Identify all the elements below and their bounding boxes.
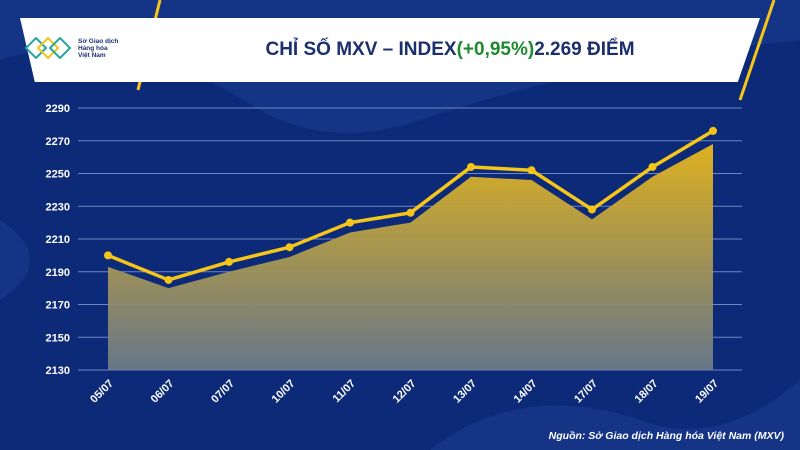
title-change: (+0,95%) (456, 39, 535, 60)
y-tick-label: 2270 (46, 136, 70, 148)
data-point (527, 166, 536, 175)
y-tick-label: 2130 (46, 365, 70, 377)
title-suffix: 2.269 ĐIỂM (534, 39, 635, 60)
source-note: Nguồn: Sở Giao dịch Hàng hóa Việt Nam (M… (548, 430, 784, 442)
y-tick-label: 2230 (46, 201, 70, 213)
logo-icon (24, 36, 72, 60)
data-point (164, 275, 173, 284)
x-tick-label: 13/07 (451, 378, 479, 406)
y-tick-label: 2190 (46, 267, 70, 279)
logo: Sở Giao dịch Hàng hóa Việt Nam (24, 22, 128, 74)
data-point (346, 218, 354, 227)
x-tick-label: 07/07 (209, 378, 237, 406)
x-tick-label: 14/07 (512, 378, 540, 406)
title-banner (20, 18, 760, 82)
data-point (285, 243, 294, 252)
data-point (709, 126, 717, 135)
data-point (588, 205, 596, 214)
area-fill (108, 144, 713, 370)
x-tick-label: 05/07 (88, 378, 116, 406)
y-tick-label: 2250 (46, 169, 70, 181)
x-tick-label: 18/07 (633, 378, 661, 406)
y-tick-label: 2150 (46, 332, 70, 344)
x-tick-label: 10/07 (270, 378, 298, 406)
logo-line: Việt Nam (78, 51, 106, 59)
data-point (406, 208, 415, 217)
logo-text: Sở Giao dịch Hàng hóa Việt Nam (78, 38, 124, 59)
x-tick-label: 06/07 (149, 378, 177, 406)
x-tick-label: 12/07 (391, 378, 419, 406)
logo-line: Sở Giao dịch (78, 37, 119, 45)
y-tick-label: 2170 (46, 300, 70, 312)
x-tick-label: 17/07 (572, 378, 600, 406)
data-point (104, 251, 112, 260)
data-point (648, 162, 657, 171)
x-tick-label: 19/07 (693, 378, 721, 406)
chart-title: CHỈ SỐ MXV – INDEX (+0,95%) 2.269 ĐIỂM (170, 18, 730, 82)
title-prefix: CHỈ SỐ MXV – INDEX (265, 39, 457, 60)
y-tick-label: 2210 (46, 234, 70, 246)
x-tick-label: 11/07 (331, 378, 359, 406)
data-point (225, 257, 233, 266)
logo-line: Hàng hóa (78, 44, 108, 52)
y-tick-label: 2290 (46, 103, 70, 115)
data-point (467, 162, 475, 171)
